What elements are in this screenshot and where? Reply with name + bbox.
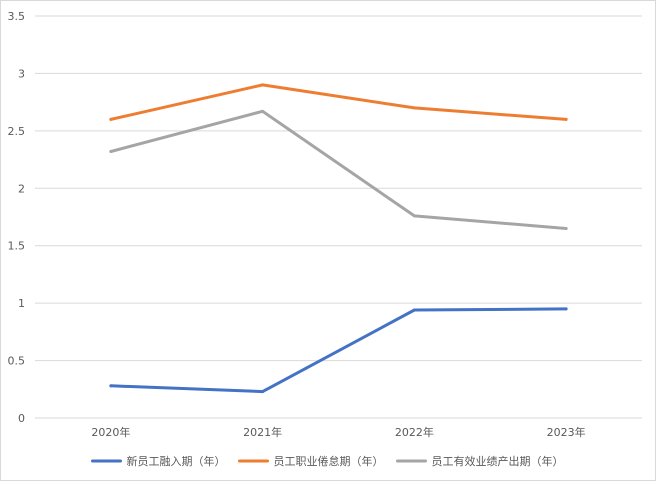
series-lines	[109, 83, 568, 394]
data-point	[109, 384, 113, 388]
y-tick-label: 0.5	[8, 355, 26, 368]
y-tick-label: 1.5	[8, 240, 26, 253]
y-tick-label: 3	[18, 67, 25, 80]
data-point	[109, 117, 113, 121]
x-tick-label: 2020年	[91, 425, 130, 439]
x-axis-ticks: 2020年 2021年 2022年 2023年	[91, 425, 585, 439]
data-point	[261, 109, 265, 113]
y-tick-label: 0	[18, 412, 25, 425]
x-tick-label: 2021年	[243, 425, 282, 439]
data-point	[261, 390, 265, 394]
data-point	[109, 150, 113, 154]
y-axis-ticks: 0 0.5 1 1.5 2 2.5 3 3.5	[8, 10, 26, 425]
data-point	[412, 106, 416, 110]
series-line-0	[109, 307, 568, 394]
legend-label: 员工职业倦怠期（年）	[274, 454, 384, 468]
gridlines	[35, 15, 642, 419]
data-point	[261, 83, 265, 87]
y-tick-label: 2	[18, 182, 25, 195]
y-tick-label: 3.5	[8, 10, 26, 23]
data-point	[564, 226, 568, 230]
y-tick-label: 1	[18, 297, 25, 310]
data-point	[564, 117, 568, 121]
series-line-2	[109, 109, 568, 230]
series-line-1	[109, 83, 568, 121]
data-point	[412, 214, 416, 218]
legend-label: 新员工融入期（年）	[127, 454, 226, 468]
data-point	[412, 308, 416, 312]
legend-label: 员工有效业绩产出期（年）	[432, 454, 564, 468]
x-tick-label: 2022年	[395, 425, 434, 439]
legend: 新员工融入期（年） 员工职业倦怠期（年） 员工有效业绩产出期（年）	[91, 454, 564, 468]
x-tick-label: 2023年	[547, 425, 586, 439]
y-tick-label: 2.5	[8, 125, 26, 138]
data-point	[564, 307, 568, 311]
